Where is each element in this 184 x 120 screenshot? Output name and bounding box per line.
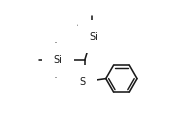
Text: Si: Si bbox=[90, 32, 99, 42]
Text: S: S bbox=[79, 77, 86, 87]
Text: Si: Si bbox=[54, 55, 63, 65]
